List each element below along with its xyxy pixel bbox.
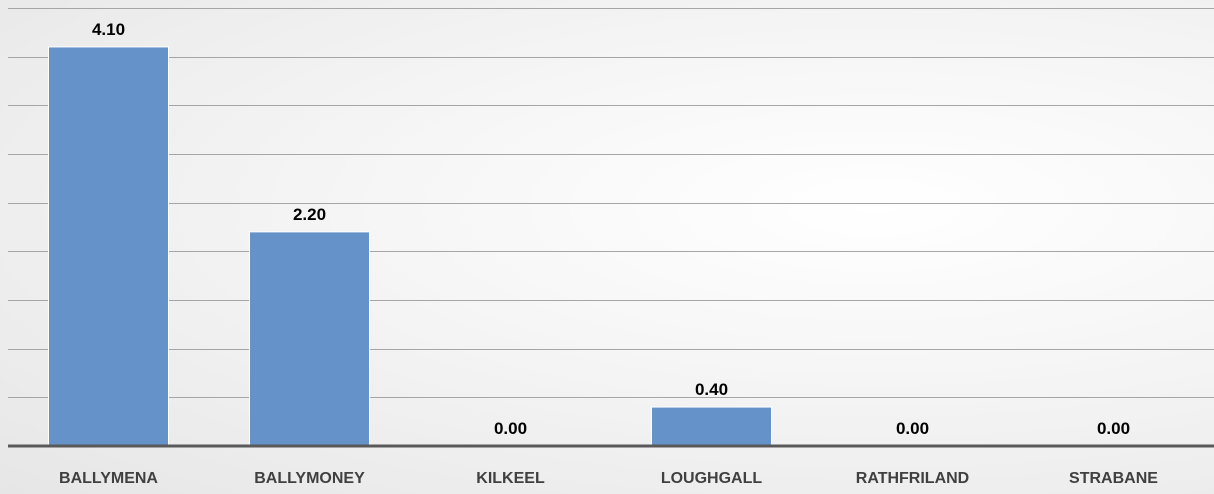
bar-loughgall xyxy=(651,406,772,447)
data-label: 0.00 xyxy=(494,419,527,438)
bar-ballymena xyxy=(48,46,169,447)
x-tick-label: RATHFRILAND xyxy=(856,470,969,487)
data-label: 0.00 xyxy=(896,419,929,438)
x-tick-label: KILKEEL xyxy=(476,470,545,487)
x-tick-label: STRABANE xyxy=(1069,470,1158,487)
data-label: 2.20 xyxy=(293,205,326,224)
data-label: 0.00 xyxy=(1097,419,1130,438)
x-tick-label: BALLYMENA xyxy=(59,470,158,487)
x-tick-label: BALLYMONEY xyxy=(254,470,365,487)
data-label: 0.40 xyxy=(695,380,728,399)
bar-ballymoney xyxy=(249,231,370,447)
data-label: 4.10 xyxy=(92,20,125,39)
x-tick-label: LOUGHGALL xyxy=(661,470,763,487)
